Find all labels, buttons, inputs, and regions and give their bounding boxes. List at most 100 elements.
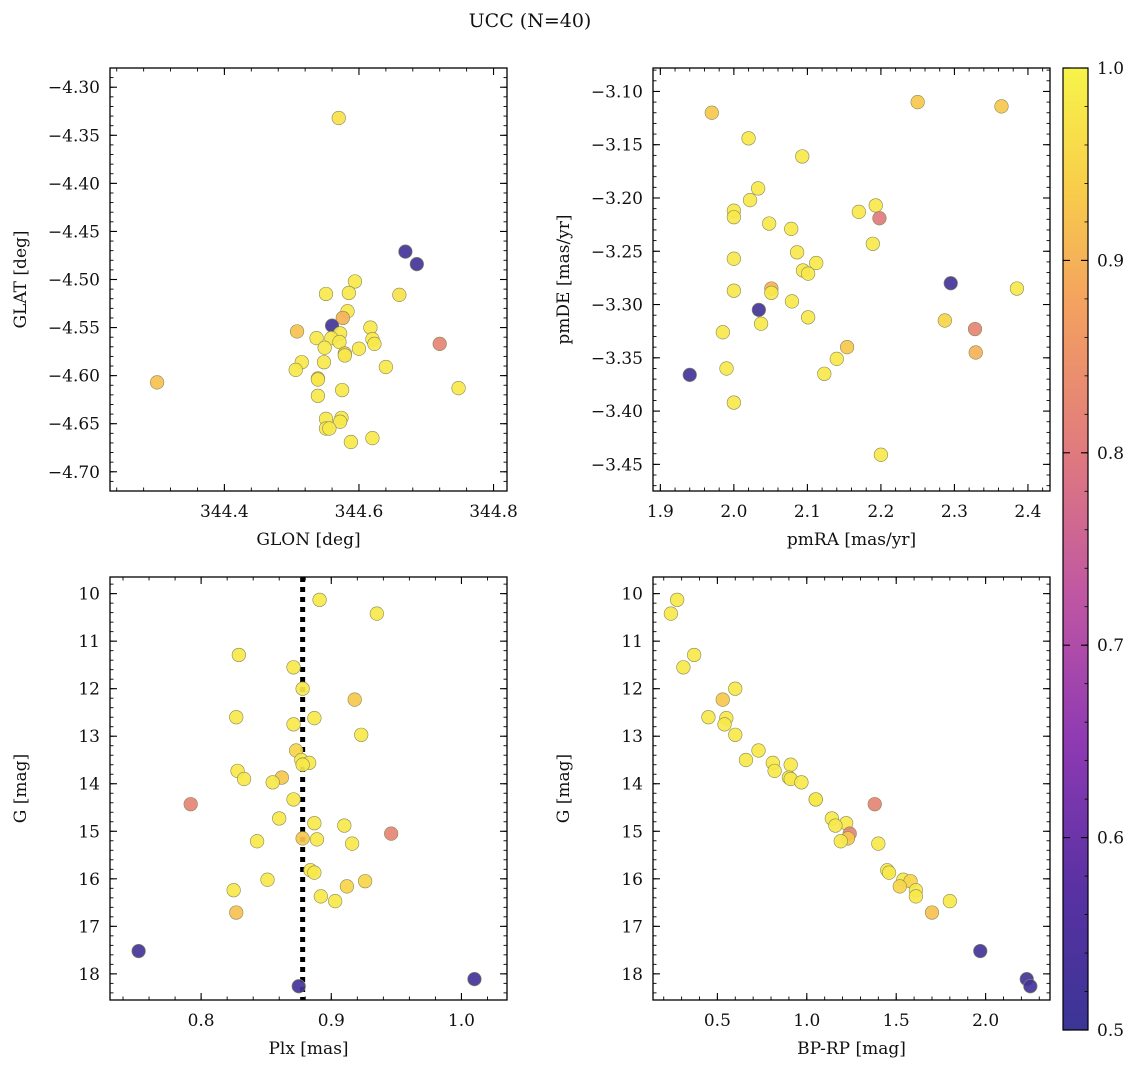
data-point bbox=[337, 818, 352, 833]
data-point bbox=[892, 879, 907, 894]
panel-1: 344.4 344.6 344.8 −4.30 −4.35 −4.40 −4.45 −4.50… bbox=[11, 67, 518, 550]
data-point bbox=[943, 276, 958, 291]
data-point bbox=[286, 660, 301, 675]
data-point bbox=[751, 743, 766, 758]
y-tick-label: −3.40 bbox=[591, 402, 643, 422]
data-point bbox=[333, 414, 348, 429]
colorbar-tick-label: 1.0 bbox=[1097, 59, 1124, 79]
y-tick-label: 17 bbox=[78, 917, 100, 937]
data-point bbox=[829, 351, 844, 366]
y-tick-label: 11 bbox=[621, 632, 643, 652]
colorbar-tick-label: 0.6 bbox=[1097, 829, 1124, 849]
data-point bbox=[317, 340, 332, 355]
y-tick-label: −4.65 bbox=[48, 415, 100, 435]
colorbar: 0.5 0.6 0.7 0.8 0.9 1.0 bbox=[1062, 59, 1124, 1041]
data-point bbox=[384, 826, 399, 841]
x-tick-label: 0.5 bbox=[704, 1011, 731, 1031]
scatter-points bbox=[682, 94, 1025, 462]
data-point bbox=[1023, 979, 1038, 994]
data-point bbox=[682, 367, 697, 382]
axes-frame bbox=[652, 576, 1051, 1001]
data-point bbox=[378, 359, 393, 375]
data-point bbox=[742, 193, 758, 208]
colorbar-tick-label: 0.7 bbox=[1097, 636, 1124, 656]
x-tick-label: 344.8 bbox=[469, 502, 518, 522]
data-point bbox=[341, 285, 356, 301]
y-tick-label: 18 bbox=[78, 965, 100, 985]
data-point bbox=[249, 834, 265, 849]
x-axis-label: GLON [deg] bbox=[256, 530, 360, 550]
data-point bbox=[728, 727, 743, 742]
data-point bbox=[286, 717, 301, 732]
data-point bbox=[322, 421, 337, 436]
y-tick-label: 14 bbox=[621, 775, 643, 795]
data-point bbox=[808, 792, 823, 807]
data-point bbox=[851, 204, 866, 219]
data-point bbox=[432, 336, 447, 352]
y-tick-label: −3.25 bbox=[591, 242, 643, 262]
data-point bbox=[663, 606, 678, 621]
data-point bbox=[318, 286, 334, 302]
data-point bbox=[942, 894, 957, 909]
scatter-points bbox=[663, 592, 1038, 994]
y-tick-label: −3.15 bbox=[591, 136, 643, 156]
data-point bbox=[784, 294, 800, 309]
panel-2: 1.9 2.0 2.1 2.2 2.3 2.4 −3.10 −3.15 −3.20 −3.25 −3… bbox=[554, 67, 1051, 550]
y-tick-label: −3.10 bbox=[591, 82, 643, 102]
scatter-points bbox=[150, 110, 466, 450]
y-tick-label: 15 bbox=[621, 822, 643, 842]
data-point bbox=[337, 348, 352, 363]
data-point bbox=[229, 905, 244, 920]
y-tick-label: −4.30 bbox=[48, 78, 100, 98]
colorbar-tick-label: 0.5 bbox=[1097, 1021, 1124, 1041]
y-tick-label: −4.40 bbox=[48, 174, 100, 194]
data-point bbox=[310, 372, 326, 387]
data-point bbox=[910, 94, 925, 110]
y-tick-label: −4.45 bbox=[48, 222, 100, 242]
data-point bbox=[717, 717, 732, 732]
data-point bbox=[676, 660, 691, 675]
data-point bbox=[365, 431, 380, 446]
data-point bbox=[309, 331, 324, 346]
data-point bbox=[741, 131, 756, 146]
data-point bbox=[719, 361, 734, 376]
data-point bbox=[967, 321, 983, 337]
data-point bbox=[226, 883, 241, 898]
data-point bbox=[392, 287, 407, 302]
x-tick-label: 2.1 bbox=[794, 502, 821, 522]
data-point bbox=[789, 245, 805, 260]
data-point bbox=[310, 388, 326, 403]
data-point bbox=[265, 775, 280, 790]
y-axis-label: G [mag] bbox=[11, 754, 31, 823]
data-point bbox=[817, 366, 832, 381]
data-point bbox=[467, 971, 482, 987]
data-point bbox=[784, 221, 799, 236]
data-point bbox=[358, 874, 373, 889]
x-tick-label: 1.9 bbox=[647, 502, 674, 522]
y-tick-label: 14 bbox=[78, 775, 100, 795]
data-point bbox=[131, 943, 146, 959]
data-point bbox=[409, 257, 424, 272]
data-point bbox=[288, 362, 303, 377]
data-point bbox=[343, 434, 358, 450]
x-axis-label: Plx [mas] bbox=[268, 1039, 348, 1059]
data-point bbox=[794, 775, 809, 790]
x-tick-label: 1.0 bbox=[448, 1011, 475, 1031]
data-point bbox=[291, 979, 306, 994]
y-tick-label: 15 bbox=[78, 822, 100, 842]
data-point bbox=[867, 797, 882, 812]
data-point bbox=[751, 302, 766, 317]
data-point bbox=[704, 105, 719, 120]
x-tick-label: 344.4 bbox=[200, 502, 249, 522]
scatter-points bbox=[131, 592, 482, 994]
data-point bbox=[328, 894, 343, 909]
data-point bbox=[150, 375, 165, 390]
x-tick-label: 0.8 bbox=[188, 1011, 215, 1031]
data-point bbox=[871, 836, 886, 851]
data-point bbox=[347, 692, 362, 707]
data-point bbox=[753, 316, 769, 331]
data-point bbox=[335, 382, 350, 398]
y-tick-label: 11 bbox=[78, 632, 100, 652]
y-tick-label: 12 bbox=[621, 680, 643, 700]
